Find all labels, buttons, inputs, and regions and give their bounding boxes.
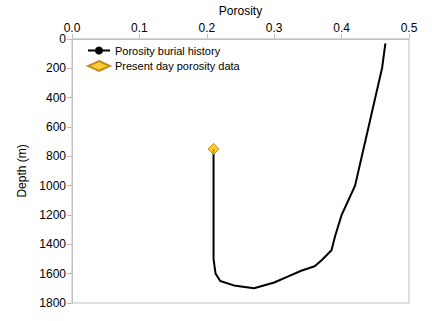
svg-text:0.3: 0.3 bbox=[266, 21, 283, 35]
svg-text:0.1: 0.1 bbox=[131, 21, 148, 35]
svg-text:0: 0 bbox=[59, 31, 66, 46]
svg-text:800: 800 bbox=[46, 149, 66, 163]
svg-text:Present day porosity data: Present day porosity data bbox=[115, 60, 241, 72]
svg-text:1400: 1400 bbox=[39, 237, 66, 251]
svg-text:1200: 1200 bbox=[39, 208, 66, 222]
svg-text:Depth (m): Depth (m) bbox=[15, 144, 29, 197]
svg-text:600: 600 bbox=[46, 120, 66, 134]
svg-text:0.4: 0.4 bbox=[333, 21, 350, 35]
svg-text:1800: 1800 bbox=[39, 296, 66, 310]
svg-text:0.2: 0.2 bbox=[198, 21, 215, 35]
svg-text:Porosity burial history: Porosity burial history bbox=[115, 45, 221, 57]
svg-text:1600: 1600 bbox=[39, 267, 66, 281]
svg-text:Porosity: Porosity bbox=[219, 4, 262, 18]
svg-text:200: 200 bbox=[46, 61, 66, 75]
svg-text:0.0: 0.0 bbox=[64, 21, 81, 35]
svg-text:400: 400 bbox=[46, 91, 66, 105]
svg-text:1000: 1000 bbox=[39, 179, 66, 193]
svg-text:0.5: 0.5 bbox=[401, 21, 418, 35]
